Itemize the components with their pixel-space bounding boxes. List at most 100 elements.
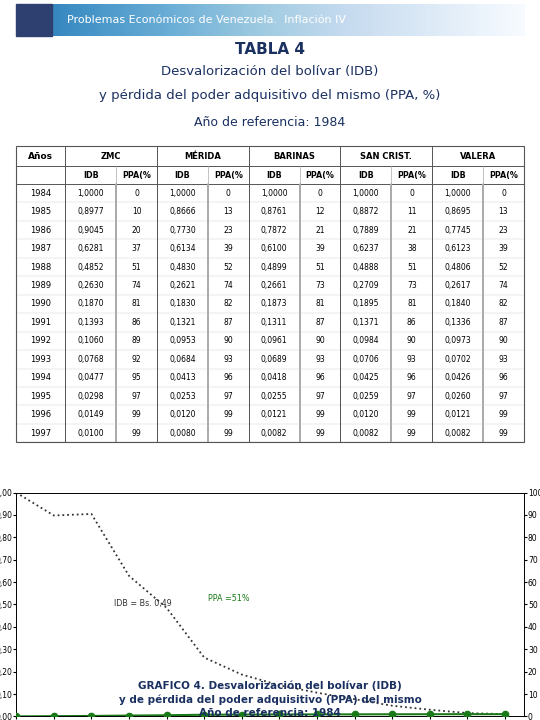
Text: 99: 99 [407,428,417,438]
Text: 38: 38 [407,244,416,253]
Text: 0,1311: 0,1311 [261,318,287,327]
Text: 0,0477: 0,0477 [77,373,104,382]
Text: 20: 20 [132,225,141,235]
Text: 73: 73 [407,281,417,290]
Text: 0,6134: 0,6134 [169,244,195,253]
Text: PPA(%: PPA(% [122,171,151,180]
Text: 89: 89 [132,336,141,346]
Text: 90: 90 [407,336,417,346]
Text: 1992: 1992 [30,336,51,346]
Text: 0,6123: 0,6123 [444,244,471,253]
Text: 0,0121: 0,0121 [444,410,471,419]
Text: 51: 51 [132,263,141,271]
Text: 0,0082: 0,0082 [261,428,287,438]
Text: 97: 97 [498,392,508,400]
Text: 82: 82 [224,300,233,308]
Text: 74: 74 [132,281,141,290]
Text: 0,8695: 0,8695 [444,207,471,216]
Text: 0,0426: 0,0426 [444,373,471,382]
Text: 1984: 1984 [30,189,51,198]
Text: PPA =51%: PPA =51% [208,594,249,603]
Text: 0,7730: 0,7730 [169,225,196,235]
Text: 97: 97 [224,392,233,400]
Text: 52: 52 [224,263,233,271]
Text: 0,0082: 0,0082 [444,428,471,438]
Text: 51: 51 [407,263,416,271]
Text: 87: 87 [315,318,325,327]
Text: IDB: IDB [83,171,99,180]
Text: 73: 73 [315,281,325,290]
Text: 1,0000: 1,0000 [353,189,379,198]
Text: 90: 90 [315,336,325,346]
Bar [16,145,524,442]
Text: 39: 39 [498,244,508,253]
Text: Año de referencia: 1984: Año de referencia: 1984 [194,116,346,129]
Text: 1996: 1996 [30,410,51,419]
Text: 0,1371: 0,1371 [353,318,379,327]
Text: IDB: IDB [450,171,465,180]
Text: 1985: 1985 [30,207,51,216]
Text: 23: 23 [224,225,233,235]
Text: 93: 93 [407,355,417,364]
Text: 1994: 1994 [30,373,51,382]
Text: 0,0259: 0,0259 [353,392,379,400]
Text: 13: 13 [499,207,508,216]
Text: 1986: 1986 [30,225,51,235]
Text: 96: 96 [315,373,325,382]
Text: 0,7745: 0,7745 [444,225,471,235]
Text: IDB: IDB [358,171,374,180]
Text: 1989: 1989 [30,281,51,290]
Text: 0,0149: 0,0149 [77,410,104,419]
Text: 96: 96 [224,373,233,382]
Text: 0,7872: 0,7872 [261,225,287,235]
Text: 86: 86 [407,318,416,327]
Text: 23: 23 [499,225,508,235]
Text: IDB: IDB [174,171,190,180]
Text: 39: 39 [315,244,325,253]
Text: 1991: 1991 [30,318,51,327]
Text: 0,0120: 0,0120 [353,410,379,419]
Text: y pérdida del poder adquisitivo del mismo (PPA, %): y pérdida del poder adquisitivo del mism… [99,89,441,102]
Text: 99: 99 [315,428,325,438]
Text: 10: 10 [132,207,141,216]
Text: 0,4806: 0,4806 [444,263,471,271]
Text: 81: 81 [132,300,141,308]
Text: Años: Años [28,151,53,161]
Text: 0,0684: 0,0684 [169,355,195,364]
Text: TABLA 4: TABLA 4 [235,42,305,57]
Text: 99: 99 [132,410,141,419]
Text: 0,0689: 0,0689 [261,355,287,364]
Text: 86: 86 [132,318,141,327]
Text: 93: 93 [315,355,325,364]
Text: 96: 96 [407,373,417,382]
Text: 0,0973: 0,0973 [444,336,471,346]
Text: 0,8977: 0,8977 [77,207,104,216]
Text: 0,2621: 0,2621 [169,281,195,290]
Text: 99: 99 [224,410,233,419]
Text: 99: 99 [407,410,417,419]
Text: 0,1830: 0,1830 [169,300,195,308]
Text: 0,0961: 0,0961 [261,336,287,346]
Text: 0,4899: 0,4899 [261,263,287,271]
Text: BARINAS: BARINAS [274,151,315,161]
Text: 93: 93 [498,355,508,364]
Text: VALERA: VALERA [460,151,496,161]
Text: SAN CRIST.: SAN CRIST. [360,151,412,161]
Text: 0,0082: 0,0082 [353,428,379,438]
Text: 90: 90 [498,336,508,346]
Text: 99: 99 [498,410,508,419]
Text: 95: 95 [132,373,141,382]
Text: 99: 99 [224,428,233,438]
Text: 0: 0 [318,189,322,198]
Text: 0,0425: 0,0425 [353,373,379,382]
Text: 0: 0 [409,189,414,198]
Text: 37: 37 [132,244,141,253]
Text: 0,0413: 0,0413 [169,373,195,382]
Text: PPA(%: PPA(% [306,171,334,180]
Text: 39: 39 [224,244,233,253]
Text: 0,1393: 0,1393 [77,318,104,327]
Text: 0,0953: 0,0953 [169,336,196,346]
Text: 82: 82 [499,300,508,308]
Text: IDB = Bs. 0,49: IDB = Bs. 0,49 [114,598,172,608]
Text: 1997: 1997 [30,428,51,438]
